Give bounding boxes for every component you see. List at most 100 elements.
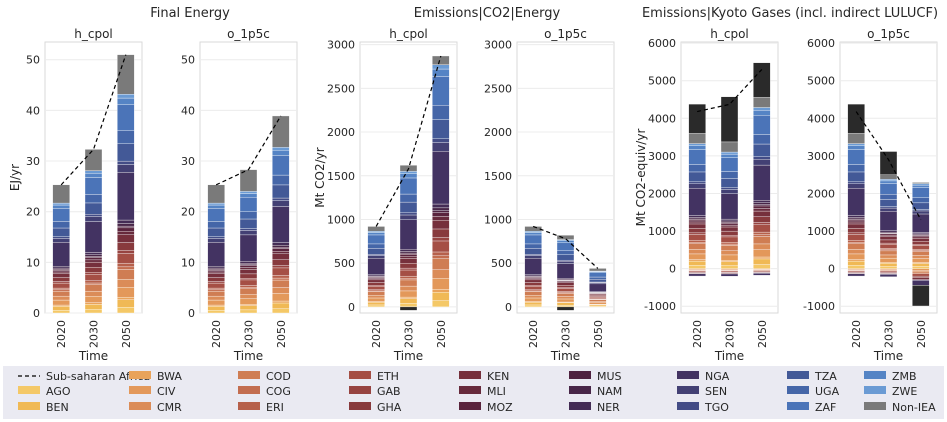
bar-segment: [399, 193, 418, 203]
bar-segment: [688, 181, 706, 185]
bar-segment: [367, 289, 385, 292]
bar-segment: [239, 278, 258, 281]
legend-label: SEN: [705, 385, 727, 398]
legend-swatch: [459, 402, 481, 410]
y-tick-label: 2000: [648, 187, 676, 200]
bar-segment: [720, 243, 739, 246]
bar-segment: [84, 214, 103, 217]
bar-segment: [84, 252, 103, 255]
legend-label: KEN: [487, 370, 509, 383]
bar-segment: [272, 293, 290, 302]
bar-segment: [207, 299, 225, 306]
x-tick-label: 2020: [850, 320, 863, 348]
bar-segment: [207, 277, 225, 282]
bar-segment: [720, 261, 739, 266]
bar-segment: [912, 285, 930, 307]
bar-segment: [879, 199, 898, 207]
y-tick-label: 0: [33, 307, 40, 320]
bar-segment: [239, 197, 258, 212]
y-tick-label: 1500: [327, 170, 355, 183]
bar-segment: [272, 277, 290, 281]
bar-segment: [84, 261, 103, 268]
bar-segment: [589, 293, 607, 296]
bar-segment: [84, 309, 103, 314]
bar-segment: [367, 282, 385, 286]
bar-segment: [753, 107, 771, 111]
bar-segment: [52, 281, 70, 284]
bar-segment: [367, 231, 385, 233]
bar-segment: [239, 230, 258, 236]
bar-segment: [272, 184, 290, 199]
bar-segment: [399, 267, 418, 271]
legend-label: BEN: [46, 401, 69, 414]
bar-segment: [399, 285, 418, 292]
total-line-sub-saharan-africa: [855, 111, 922, 221]
legend-label: GHA: [377, 401, 402, 414]
y-tick-label: 2500: [484, 82, 512, 95]
bar-segment: [84, 149, 103, 171]
x-axis-label: Time: [233, 349, 263, 363]
bar-segment: [524, 291, 542, 296]
bar-segment: [879, 211, 898, 231]
bar-segment: [117, 266, 135, 270]
y-tick-label: 0: [505, 301, 512, 314]
bar-segment: [753, 234, 771, 237]
bar-segment: [556, 304, 575, 308]
bar-segment: [239, 193, 258, 198]
bar-segment: [367, 232, 385, 236]
y-axis-label: Mt CO2/yr: [313, 147, 327, 207]
bar-segment: [720, 187, 739, 190]
bar-segment: [912, 187, 930, 198]
y-tick-label: 500: [491, 257, 512, 270]
bar-segment: [753, 110, 771, 116]
bar-segment: [720, 224, 739, 228]
bar-segment: [84, 177, 103, 195]
panel-4: -1000 0 1000 2000 3000 4000 5000 6000 h_cpol Time…: [634, 27, 779, 363]
bar-segment: [524, 277, 542, 279]
bar-segment: [367, 278, 385, 281]
bar-segment: [847, 242, 865, 244]
bar-segment: [688, 228, 706, 234]
bar-segment: [117, 164, 135, 173]
bar-segment: [556, 298, 575, 303]
bar-segment: [524, 286, 542, 290]
x-axis-label: Time: [873, 349, 903, 363]
bar-segment: [688, 215, 706, 218]
bar-segment: [239, 191, 258, 194]
x-tick-label: 2020: [210, 320, 223, 348]
x-tick-label: 2050: [915, 320, 928, 348]
bar-segment: [912, 238, 930, 242]
bar-segment: [239, 263, 258, 265]
bar-segment: [556, 239, 575, 241]
bar-segment: [272, 302, 290, 309]
bar-segment: [589, 302, 607, 305]
bar-segment: [688, 219, 706, 223]
bar-segment: [117, 93, 135, 99]
bar-segment: [272, 250, 290, 254]
bar-segment: [367, 304, 385, 308]
bar-segment: [399, 177, 418, 195]
bar-segment: [912, 277, 930, 280]
x-axis-label: Time: [78, 349, 108, 363]
x-tick-label: 2020: [370, 320, 383, 348]
bar-segment: [207, 266, 225, 269]
legend-swatch: [864, 386, 886, 394]
bar-segment: [207, 202, 225, 206]
bar-segment: [52, 271, 70, 274]
bar-segment: [399, 306, 418, 311]
bar-segment: [239, 269, 258, 275]
bar-segment: [847, 243, 865, 250]
bar-segment: [879, 206, 898, 209]
bar-segment: [847, 228, 865, 234]
bar-segment: [207, 281, 225, 284]
legend-label: UGA: [815, 385, 840, 398]
bar-segment: [589, 296, 607, 299]
bar-segment: [52, 270, 70, 273]
bar-segment: [117, 307, 135, 314]
bar-segment: [239, 285, 258, 288]
bar-segment: [84, 282, 103, 285]
bar-segment: [912, 266, 930, 269]
bar-segment: [432, 269, 450, 279]
bar-segment: [52, 287, 70, 290]
bar-segment: [367, 248, 385, 255]
